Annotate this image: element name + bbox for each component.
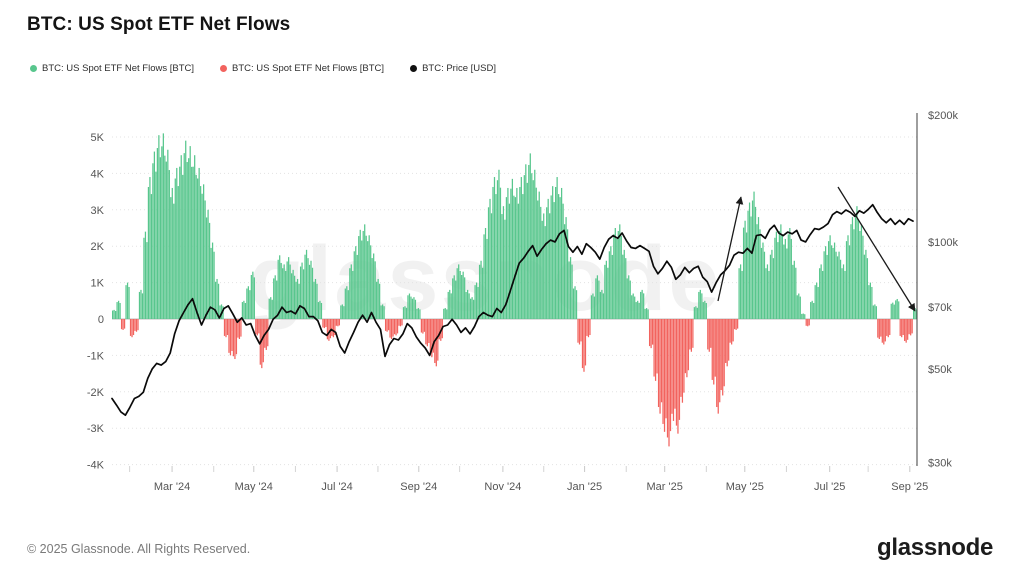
legend: BTC: US Spot ETF Net Flows [BTC] BTC: US… — [30, 63, 496, 74]
svg-text:May '25: May '25 — [726, 481, 764, 493]
inflow-dot-icon — [30, 65, 37, 72]
svg-text:-4K: -4K — [87, 460, 105, 472]
legend-item-label: BTC: Price [USD] — [422, 63, 496, 74]
svg-text:Jan '25: Jan '25 — [567, 481, 602, 493]
price-line — [111, 203, 914, 417]
right-axis-labels: $200k $100k $70k $50k $30k — [928, 110, 958, 469]
legend-item-label: BTC: US Spot ETF Net Flows [BTC] — [232, 63, 385, 74]
svg-text:0: 0 — [98, 314, 104, 326]
svg-text:Nov '24: Nov '24 — [484, 481, 521, 493]
svg-text:Mar '25: Mar '25 — [647, 481, 683, 493]
svg-text:Sep '25: Sep '25 — [891, 481, 928, 493]
svg-text:$70k: $70k — [928, 302, 952, 314]
glassnode-logo[interactable]: glassnode — [877, 534, 993, 561]
svg-text:-3K: -3K — [87, 423, 105, 435]
svg-text:1K: 1K — [91, 278, 105, 290]
svg-text:3K: 3K — [91, 205, 105, 217]
svg-text:$100k: $100k — [928, 237, 958, 249]
svg-text:Jul '25: Jul '25 — [814, 481, 845, 493]
svg-text:-2K: -2K — [87, 387, 105, 399]
svg-text:4K: 4K — [91, 168, 105, 180]
footer-copyright: © 2025 Glassnode. All Rights Reserved. — [27, 542, 251, 556]
legend-item-outflows[interactable]: BTC: US Spot ETF Net Flows [BTC] — [220, 63, 384, 74]
legend-item-label: BTC: US Spot ETF Net Flows [BTC] — [42, 63, 195, 74]
svg-text:$200k: $200k — [928, 110, 958, 122]
legend-item-price[interactable]: BTC: Price [USD] — [410, 63, 496, 74]
left-axis-labels: 5K 4K 3K 2K 1K 0 -1K -2K -3K -4K — [87, 132, 105, 472]
annotations — [717, 113, 918, 466]
x-axis: Mar '24 May '24 Jul '24 Sep '24 Nov '24 Jan '… — [129, 466, 928, 493]
svg-text:Mar '24: Mar '24 — [154, 481, 190, 493]
outflow-dot-icon — [220, 65, 228, 72]
svg-text:-1K: -1K — [87, 350, 105, 362]
svg-text:$50k: $50k — [928, 364, 952, 376]
svg-text:$30k: $30k — [928, 457, 952, 469]
page-title: BTC: US Spot ETF Net Flows — [27, 14, 291, 35]
svg-text:Sep '24: Sep '24 — [400, 481, 437, 493]
price-dot-icon — [410, 65, 418, 72]
legend-item-inflows[interactable]: BTC: US Spot ETF Net Flows [BTC] — [30, 63, 194, 74]
svg-text:5K: 5K — [91, 132, 105, 144]
netflow-bars — [112, 133, 918, 447]
svg-text:2K: 2K — [91, 241, 105, 253]
svg-text:Jul '24: Jul '24 — [321, 481, 352, 493]
svg-text:May '24: May '24 — [235, 481, 273, 493]
